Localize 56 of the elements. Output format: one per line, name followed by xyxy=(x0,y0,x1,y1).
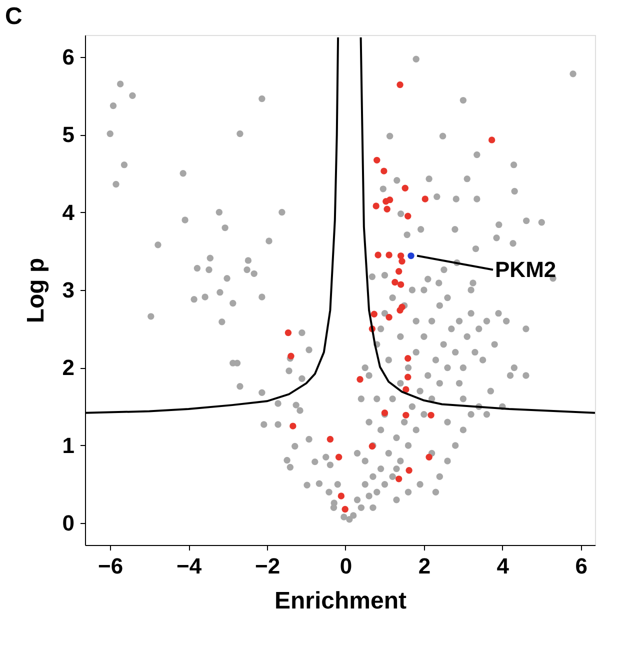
annotation: PKM2 xyxy=(495,256,556,282)
y-tick-label: 0 xyxy=(62,510,74,536)
point xyxy=(326,436,334,443)
point xyxy=(426,454,432,460)
point xyxy=(392,278,398,286)
x-tick-label: −4 xyxy=(176,554,202,578)
point xyxy=(372,202,380,210)
point xyxy=(374,156,380,164)
x-tick-label: −6 xyxy=(98,554,124,578)
point xyxy=(402,386,410,393)
point xyxy=(396,306,404,314)
x-tick-label: −2 xyxy=(254,554,280,578)
point xyxy=(397,252,404,260)
y-tick-label: 3 xyxy=(62,278,74,302)
point xyxy=(406,467,412,474)
point xyxy=(370,310,378,318)
point xyxy=(338,492,345,500)
y-tick-label: 5 xyxy=(62,122,74,148)
point xyxy=(380,168,388,174)
point xyxy=(384,206,390,212)
x-axis-title: Enrichment xyxy=(274,588,407,614)
point xyxy=(290,422,296,430)
x-tick-label: 6 xyxy=(575,554,588,578)
point xyxy=(335,454,342,460)
y-tick-label: 4 xyxy=(62,200,76,225)
point xyxy=(288,352,294,360)
point xyxy=(488,136,496,144)
point xyxy=(398,258,406,265)
y-tick-label: 1 xyxy=(62,432,74,458)
point xyxy=(397,281,404,288)
point xyxy=(404,374,412,380)
point xyxy=(342,506,348,513)
point xyxy=(428,412,434,419)
line-series xyxy=(360,36,595,414)
point xyxy=(395,476,402,482)
point xyxy=(402,412,410,419)
point xyxy=(284,329,292,336)
x-tick-label: 0 xyxy=(340,554,352,578)
point xyxy=(408,252,414,260)
point xyxy=(395,268,402,275)
point xyxy=(356,376,364,383)
point xyxy=(404,212,412,220)
x-tick-label: 4 xyxy=(496,554,510,578)
point xyxy=(396,81,404,88)
point xyxy=(422,196,428,202)
x-tick-label: 2 xyxy=(418,554,431,578)
point xyxy=(402,184,408,192)
point xyxy=(386,196,394,204)
y-axis-title: Log p xyxy=(22,258,50,324)
y-tick-label: 6 xyxy=(62,44,74,70)
chart-title: C xyxy=(5,3,22,30)
point xyxy=(386,314,392,321)
point xyxy=(404,355,412,362)
point xyxy=(386,252,392,258)
y-tick-label: 2 xyxy=(62,355,74,380)
point xyxy=(374,252,382,258)
